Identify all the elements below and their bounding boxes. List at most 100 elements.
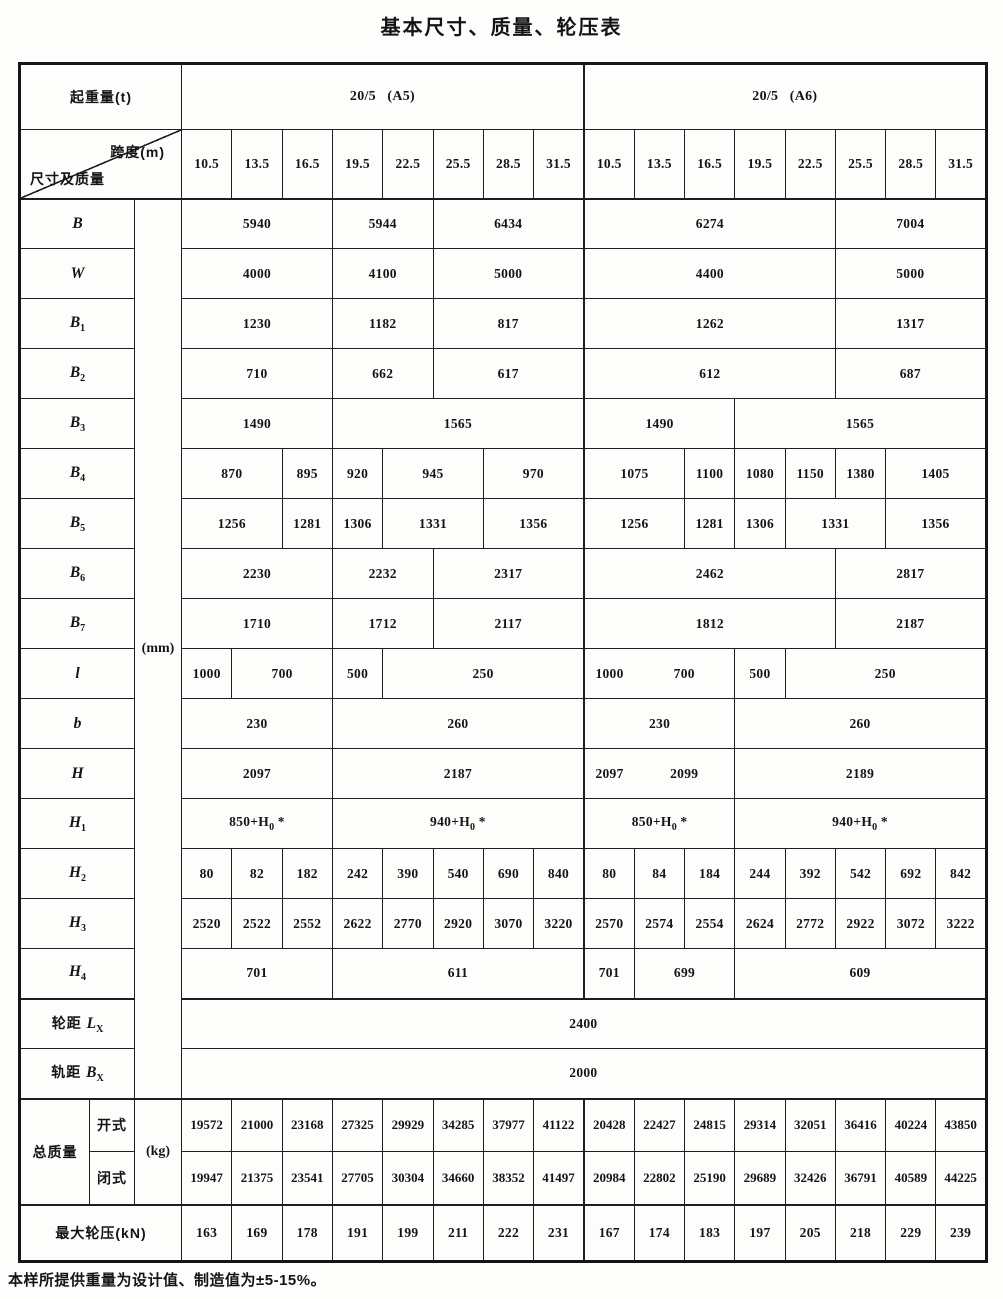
table-row: B3 1490 1565 1490 1565 [19,398,987,449]
data-cell-l: 700 [633,648,736,699]
wheel-pressure-cell: 218 [834,1203,887,1262]
data-cell-H3: 2920 [432,898,484,949]
data-cell-B7: 2117 [432,598,585,649]
data-cell-H2: 692 [885,848,937,899]
value-subscript: 0 [671,822,677,833]
value-prefix: 850+ [631,814,661,829]
row-label-symbol: B [69,513,81,531]
span-value-cell: 10.5 [582,129,635,200]
span-value-cell: 10.5 [181,129,233,200]
data-cell-wheelbase-Lx: 2400 [181,998,987,1049]
row-label-subscript: 2 [80,372,86,384]
row-label-symbol: H [68,913,82,931]
value-suffix: * [475,814,486,829]
data-cell-H2: 540 [432,848,484,899]
row-label-symbol: B [69,463,81,481]
data-cell-B2: 710 [181,348,333,399]
mass-closed-cell: 44225 [935,1151,987,1205]
mass-open-cell: 34285 [432,1097,484,1152]
wheel-pressure-cell: 178 [281,1203,333,1262]
mass-closed-cell: 38352 [482,1151,535,1205]
data-cell-H: 2187 [331,748,585,799]
row-label-symbol: B [86,1064,97,1082]
data-cell-B: 6274 [582,198,836,249]
row-label-subscript: 1 [80,322,86,334]
mass-closed-cell: 27705 [331,1151,384,1205]
data-cell-H1: 850+H0 * [181,798,333,849]
span-value-cell: 13.5 [231,129,283,200]
data-cell-B2: 687 [834,348,987,399]
data-cell-H3: 2520 [181,898,233,949]
row-label-subscript: 4 [81,972,87,984]
open-type-label: 开式 [89,1097,135,1152]
data-cell-B4: 1380 [834,448,887,499]
wheel-pressure-cell: 205 [784,1203,836,1262]
row-label-wheelbase-Lx: 轮距 LX [19,998,135,1049]
data-cell-H2: 184 [683,848,736,899]
value-symbol: H [459,814,471,829]
mass-closed-cell: 41497 [533,1151,585,1205]
data-cell-H3: 2552 [281,898,333,949]
row-label-subscript: 3 [80,422,86,434]
data-cell-B3: 1490 [582,398,736,449]
table-row: 轮距 LX 2400 [19,998,987,1049]
span-value-cell: 19.5 [734,129,786,200]
data-cell-B1: 1182 [331,298,434,349]
page-title: 基本尺寸、质量、轮压表 [380,17,623,39]
data-cell-B7: 1712 [331,598,434,649]
wheel-pressure-cell: 229 [885,1203,937,1262]
mass-open-cell: 37977 [482,1097,535,1152]
data-cell-H2: 390 [382,848,434,899]
data-cell-H3: 2522 [231,898,283,949]
data-cell-B1: 817 [432,298,585,349]
data-cell-H3: 2770 [382,898,434,949]
span-value-cell: 16.5 [683,129,736,200]
diagonal-line: 跨度(m) 尺寸及质量 [21,130,181,197]
data-cell-H4: 609 [734,948,987,1000]
data-cell-H4: 701 [181,948,333,1000]
table-row: H 2097 2187 2097 2099 2189 [19,748,987,799]
value-prefix: 940+ [832,814,862,829]
row-label-symbol: B [69,413,81,431]
row-label-symbol: B [69,613,81,631]
row-label-B6: B6 [19,548,135,599]
table-row: 轨距 BX 2000 [19,1048,987,1100]
mass-closed-cell: 30304 [382,1151,434,1205]
group-a6-header: 20/5 (A6) [582,63,987,130]
data-cell-W: 4100 [331,248,434,299]
data-cell-B5: 1281 [281,498,333,549]
value-prefix: 940+ [430,814,460,829]
value-symbol: H [258,814,270,829]
table-row: 总质量 开式 (kg) 19572 21000 23168 27325 29929 342… [19,1097,987,1205]
data-cell-B4: 970 [482,448,585,499]
data-cell-b: 230 [582,698,736,749]
row-label-b: b [19,698,135,749]
mass-closed-cell: 29689 [734,1151,786,1205]
data-cell-B5: 1256 [582,498,685,549]
row-label-symbol: H [68,963,82,981]
wheel-pressure-cell: 222 [482,1203,535,1262]
data-cell-B4: 895 [281,448,333,499]
wheel-pressure-cell: 169 [231,1203,283,1262]
span-value-cell: 31.5 [533,129,585,200]
value-prefix: 850+ [229,814,259,829]
data-cell-H2: 542 [834,848,887,899]
row-label-symbol: l [75,664,80,682]
wheel-pressure-label: 最大轮压(kN) [18,1203,183,1262]
data-cell-H2: 244 [734,848,786,899]
wheel-pressure-cell: 163 [181,1203,233,1262]
row-label-l: l [19,648,135,699]
row-label-B2: B2 [19,348,135,399]
mass-closed-cell: 20984 [582,1151,635,1205]
span-value-cell: 22.5 [784,129,836,200]
mass-open-cell: 27325 [331,1097,384,1152]
table-row: B4 870 895 920 945 970 1075 1100 1080 1150 1380 140… [19,448,987,499]
wheel-pressure-cell: 197 [734,1203,786,1262]
row-label-gauge-Bx: 轨距 BX [19,1048,135,1100]
mass-closed-cell: 40589 [885,1151,937,1205]
data-cell-H2: 182 [281,848,333,899]
unit-mm-cell: (mm) [133,198,183,1099]
row-label-symbol: B [72,214,83,232]
data-cell-B6: 2462 [582,548,836,599]
data-cell-H3: 3070 [482,898,535,949]
